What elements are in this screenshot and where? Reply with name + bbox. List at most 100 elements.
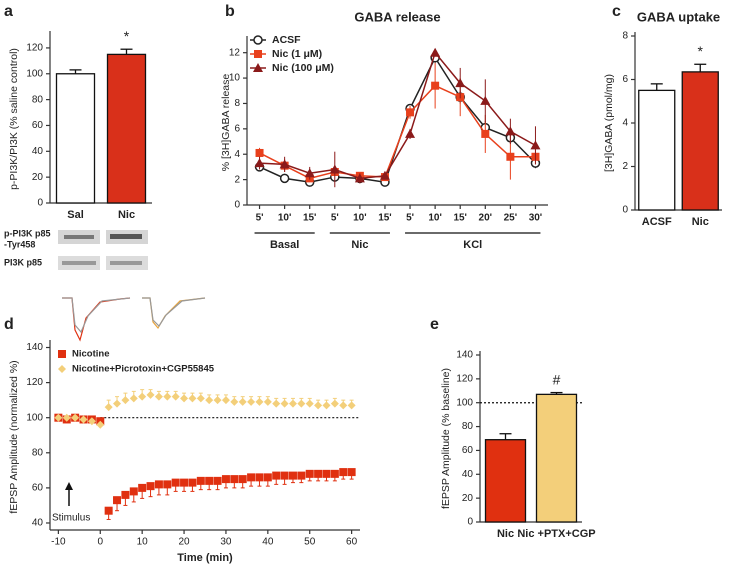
y-axis-label: fEPSP Amplitude (normalized %)	[8, 360, 20, 513]
x-tick-label: -10	[51, 537, 66, 548]
y-tick-label: 0	[234, 200, 240, 211]
marker	[188, 478, 197, 487]
legend-label: Nicotine+Picrotoxin+CGP55845	[72, 364, 215, 375]
panel-letter: a	[4, 3, 13, 20]
marker	[79, 415, 88, 424]
marker	[272, 399, 281, 408]
y-tick-label: 2	[234, 174, 240, 185]
legend-label: Nic (100 μM)	[272, 62, 334, 74]
y-axis-label: % [3H]GABA release	[220, 74, 232, 172]
marker	[255, 473, 264, 482]
marker	[247, 397, 256, 406]
x-tick-label: 10'	[278, 213, 292, 224]
blot-label: p-PI3K p85	[4, 228, 51, 238]
panel-letter: b	[225, 3, 235, 20]
y-tick-label: 6	[622, 74, 628, 85]
y-tick-label: 60	[462, 445, 474, 456]
x-tick-label: Nic +PTX+CGP	[517, 528, 595, 540]
marker	[138, 392, 147, 401]
x-tick-label: 60	[346, 537, 358, 548]
y-tick-label: 100	[26, 412, 43, 423]
blot-label: PI3K p85	[4, 257, 42, 267]
y-axis-label: fEPSP Amplitude (% baseline)	[440, 368, 452, 509]
marker	[322, 401, 331, 410]
bar	[106, 53, 147, 204]
x-tick-label: 20	[178, 537, 190, 548]
marker	[205, 476, 214, 485]
marker	[255, 148, 264, 157]
marker	[87, 417, 96, 426]
marker	[188, 394, 197, 403]
marker	[406, 108, 415, 117]
x-tick-label: Sal	[67, 209, 84, 221]
y-tick-label: 100	[456, 397, 473, 408]
marker	[280, 399, 289, 408]
marker	[96, 420, 105, 429]
series-line	[259, 84, 536, 180]
x-tick-label: 5'	[406, 213, 414, 224]
bar	[535, 393, 578, 523]
y-tick-label: 80	[462, 421, 474, 432]
x-tick-label: 10	[137, 537, 149, 548]
marker	[314, 401, 323, 410]
marker	[480, 95, 491, 105]
x-tick-label: 5'	[256, 213, 264, 224]
y-tick-label: 120	[26, 377, 43, 388]
marker	[71, 413, 80, 422]
y-axis-label: p-PI3K/PI3K (% saline control)	[8, 48, 20, 190]
marker	[272, 471, 281, 480]
x-tick-label: 15'	[453, 213, 467, 224]
marker	[196, 476, 205, 485]
group-label: Basal	[270, 239, 299, 251]
x-tick-label: Nic	[692, 216, 709, 228]
y-tick-label: 140	[26, 342, 43, 353]
significance-mark: #	[553, 371, 561, 387]
y-tick-label: 80	[32, 447, 44, 458]
marker	[330, 399, 339, 408]
marker	[113, 399, 122, 408]
legend-marker	[58, 350, 66, 358]
y-tick-label: 20	[462, 493, 474, 504]
marker	[279, 173, 290, 184]
marker	[347, 401, 356, 410]
x-tick-label: 40	[262, 537, 274, 548]
legend-marker	[254, 50, 262, 58]
y-tick-label: 8	[622, 31, 628, 42]
marker	[221, 475, 230, 484]
marker	[138, 483, 147, 492]
group-label: KCl	[463, 239, 482, 251]
marker	[288, 471, 297, 480]
x-tick-label: 5'	[331, 213, 339, 224]
stimulus-arrow-head	[65, 482, 73, 490]
legend-label: Nicotine	[72, 349, 109, 360]
y-tick-label: 140	[456, 350, 473, 361]
y-tick-label: 0	[467, 517, 473, 528]
marker	[279, 159, 290, 169]
marker	[455, 78, 466, 88]
marker	[213, 476, 222, 485]
x-tick-label: 10'	[353, 213, 367, 224]
marker	[221, 396, 230, 405]
marker	[314, 469, 323, 478]
x-tick-label: Nic	[497, 528, 514, 540]
marker	[121, 490, 130, 499]
marker	[297, 471, 306, 480]
marker	[171, 478, 180, 487]
group-label: Nic	[351, 239, 368, 251]
legend-label: Nic (1 μM)	[272, 48, 322, 60]
marker	[154, 392, 163, 401]
marker	[263, 473, 272, 482]
marker	[339, 401, 348, 410]
panel-letter: e	[430, 316, 439, 333]
marker	[54, 413, 63, 422]
marker	[430, 47, 441, 57]
series-line	[259, 56, 536, 183]
marker	[505, 126, 516, 136]
bar	[681, 71, 719, 211]
y-tick-label: 40	[462, 469, 474, 480]
x-axis-label: Time (min)	[177, 552, 233, 564]
marker	[431, 81, 440, 90]
x-tick-label: 30	[220, 537, 232, 548]
